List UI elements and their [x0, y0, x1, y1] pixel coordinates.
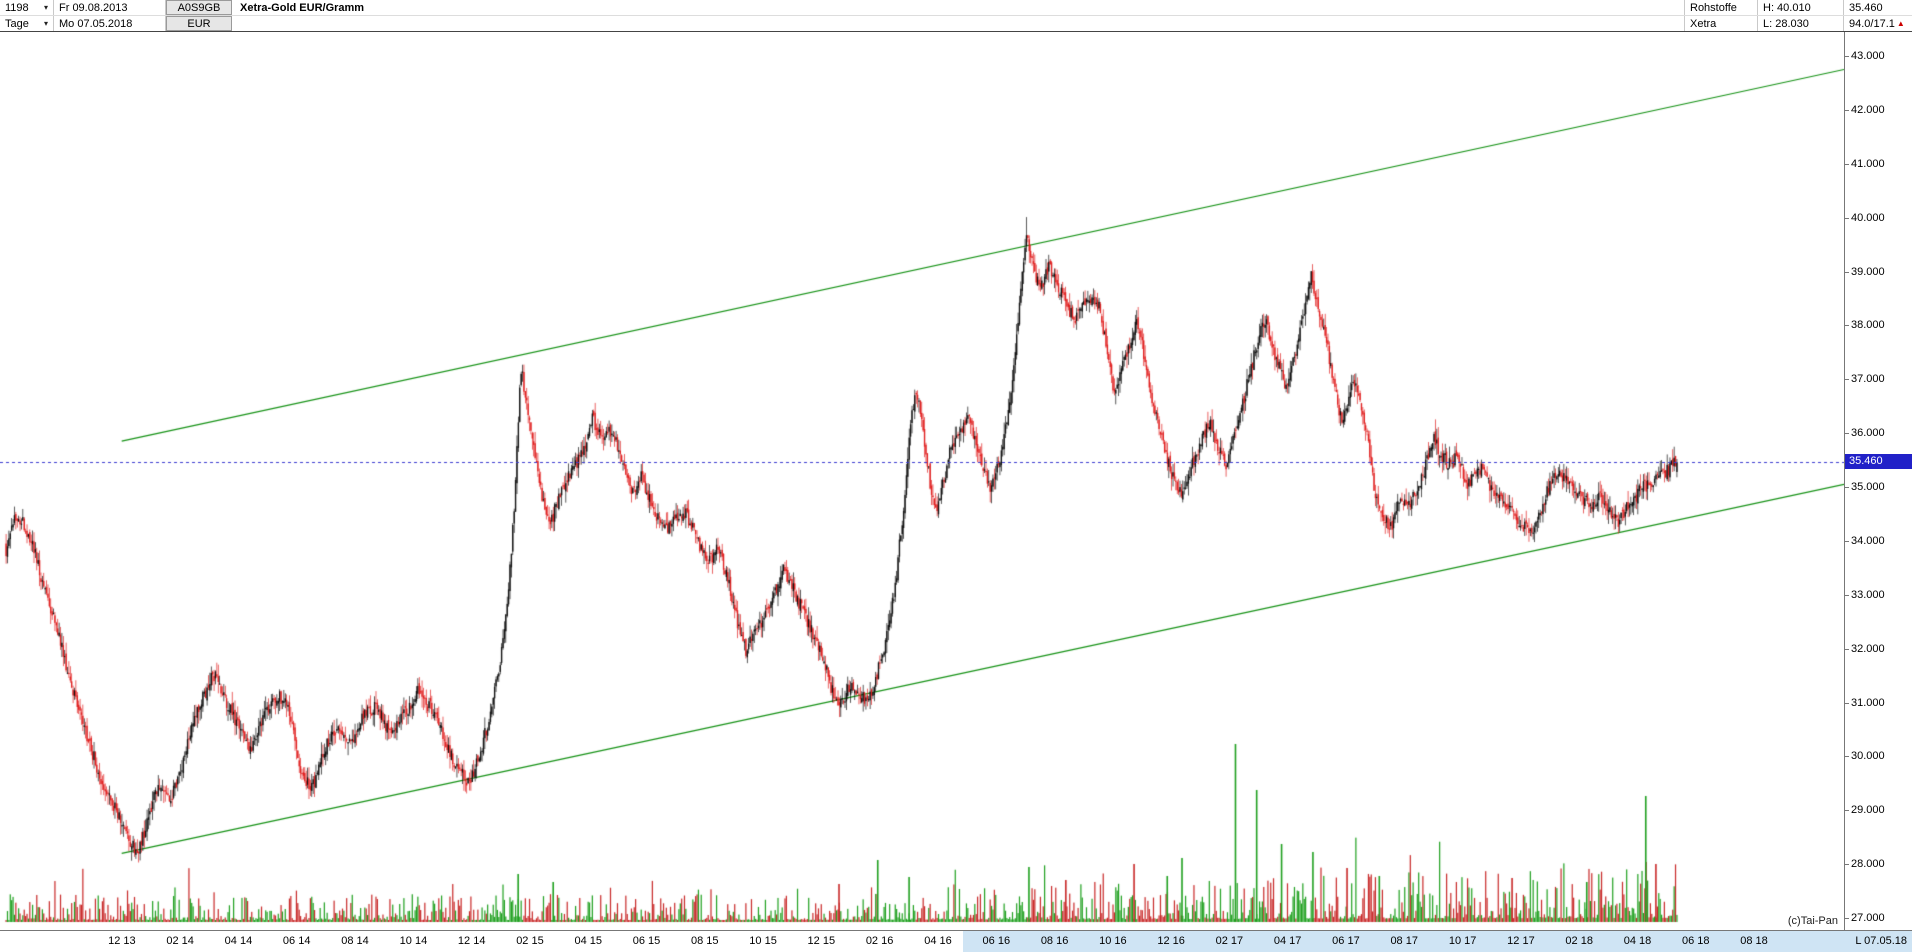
y-axis-tick: [1845, 487, 1849, 488]
y-axis-label: 39.000: [1851, 265, 1885, 278]
header-last-price: 35.460: [1849, 1, 1883, 14]
x-axis-label: 10 17: [1448, 935, 1477, 947]
y-axis-tick: [1845, 379, 1849, 381]
x-axis-label: 02 15: [516, 935, 544, 947]
x-axis-label: 12 16: [1157, 935, 1185, 947]
date-from-field[interactable]: Fr 09.08.2013: [54, 0, 166, 15]
y-axis-tick: [1845, 217, 1849, 219]
y-axis-tick: [1845, 810, 1849, 812]
y-axis-label: 29.000: [1851, 804, 1885, 817]
last-date-prefix: L: [1855, 935, 1862, 947]
y-axis-tick: [1845, 918, 1849, 919]
y-axis-label: 43.000: [1851, 50, 1885, 62]
indicator-value: 94.0/17.1: [1849, 17, 1895, 30]
y-axis-tick: [1845, 594, 1849, 596]
y-axis-label: 31.000: [1851, 696, 1885, 709]
last-price-tag: 35.460: [1845, 454, 1912, 470]
last-date-label: L 07.05.18: [1855, 935, 1907, 947]
chevron-down-icon: ▾: [43, 2, 48, 12]
x-axis-label: 06 15: [632, 935, 661, 947]
y-axis-label: 30.000: [1851, 750, 1885, 763]
x-axis-label: 04 15: [574, 935, 602, 947]
price-chart-canvas[interactable]: [0, 32, 1844, 930]
x-axis-label: 10 15: [749, 935, 777, 947]
y-axis-label: 27.000: [1851, 912, 1885, 924]
y-axis-tick: [1845, 109, 1849, 111]
y-axis-tick: [1845, 540, 1849, 542]
x-axis-label: 02 14: [166, 935, 194, 947]
chart-area: 43.000 42.000 41.000 40.000 39.000 38.000 37.0…: [0, 32, 1912, 930]
period-dropdown[interactable]: Tage ▾: [0, 16, 54, 31]
x-axis-label: 12 17: [1507, 935, 1535, 947]
y-axis-tick: [1845, 56, 1849, 57]
y-axis-tick: [1845, 433, 1849, 435]
x-axis-label: 12 14: [457, 935, 486, 947]
x-axis-label: 12 15: [807, 935, 836, 947]
x-axis-label: 04 14: [224, 935, 253, 947]
y-axis-tick: [1845, 271, 1849, 273]
x-axis-label: 04 18: [1623, 935, 1652, 947]
date-to-field[interactable]: Mo 07.05.2018: [54, 16, 166, 31]
y-axis-label: 40.000: [1851, 211, 1885, 224]
y-axis-tick: [1845, 163, 1849, 165]
header-spacer: [232, 16, 1684, 31]
chevron-down-icon: ▾: [43, 18, 48, 28]
y-axis-label: 35.000: [1851, 481, 1885, 493]
period-low-label: L: 28.030: [1758, 16, 1844, 31]
x-axis-label: 12 13: [108, 935, 136, 947]
price-axis: 43.000 42.000 41.000 40.000 39.000 38.000 37.0…: [1844, 32, 1912, 930]
y-axis-label: 28.000: [1851, 858, 1885, 871]
market-group-label: Rohstoffe: [1684, 0, 1758, 15]
x-axis-label: 08 15: [691, 935, 719, 947]
header-row-2: Tage ▾ Mo 07.05.2018 EUR Xetra L: 28.030…: [0, 16, 1912, 31]
header-spacer: [369, 0, 1684, 15]
x-axis-label: 08 17: [1390, 935, 1418, 947]
period-high-label: H: 40.010: [1758, 0, 1844, 15]
x-axis-label: 10 16: [1099, 935, 1127, 947]
y-axis-label: 32.000: [1851, 642, 1885, 655]
x-axis-label: 08 14: [341, 935, 369, 947]
chart-title: Xetra-Gold EUR/Gramm: [240, 1, 365, 14]
bars-count-value: 1198: [5, 1, 29, 14]
header-row-1: 1198 ▾ Fr 09.08.2013 A0S9GB Xetra-Gold E…: [0, 0, 1912, 16]
x-axis-label: 06 17: [1332, 935, 1360, 947]
y-axis-label: 33.000: [1851, 588, 1885, 601]
currency-field[interactable]: EUR: [166, 16, 232, 31]
x-axis-label: 06 18: [1681, 935, 1710, 947]
x-axis-label: 02 17: [1215, 935, 1244, 947]
y-axis-label: 38.000: [1851, 319, 1885, 332]
y-axis-label: 42.000: [1851, 103, 1885, 116]
up-arrow-icon: ▲: [1896, 19, 1905, 28]
x-axis-label: 08 18: [1740, 935, 1768, 947]
x-axis-label: 04 17: [1273, 935, 1302, 947]
y-axis-tick: [1845, 756, 1849, 758]
y-axis-tick: [1845, 325, 1849, 327]
y-axis-label: 36.000: [1851, 427, 1885, 440]
x-axis-label: 08 16: [1040, 935, 1069, 947]
y-axis-label: 37.000: [1851, 373, 1885, 386]
last-date-value: 07.05.18: [1864, 935, 1907, 947]
period-value: Tage: [5, 17, 29, 30]
y-axis-tick: [1845, 648, 1849, 650]
bars-count-dropdown[interactable]: 1198 ▾: [0, 0, 54, 15]
y-axis-tick: [1845, 702, 1849, 704]
visible-range-highlight: [963, 931, 1912, 952]
x-axis-label: 06 16: [982, 935, 1011, 947]
x-axis-label: 04 16: [924, 935, 952, 947]
symbol-field[interactable]: A0S9GB: [166, 0, 232, 15]
x-axis-label: 02 18: [1565, 935, 1593, 947]
y-axis-label: 34.000: [1851, 534, 1885, 547]
chart-header: 1198 ▾ Fr 09.08.2013 A0S9GB Xetra-Gold E…: [0, 0, 1912, 32]
exchange-label: Xetra: [1684, 16, 1758, 31]
x-axis-label: 06 14: [282, 935, 311, 947]
header-indicator: 94.0/17.1 ▲: [1844, 16, 1912, 31]
y-axis-tick: [1845, 864, 1849, 866]
copyright-label: (c)Tai-Pan: [1787, 915, 1838, 927]
time-axis[interactable]: L 07.05.18 12 13 02 14 04 14 06 14 08 14 10 1…: [0, 930, 1912, 952]
y-axis-label: 41.000: [1851, 157, 1885, 170]
x-axis-label: 10 14: [399, 935, 428, 947]
x-axis-label: 02 16: [865, 935, 894, 947]
